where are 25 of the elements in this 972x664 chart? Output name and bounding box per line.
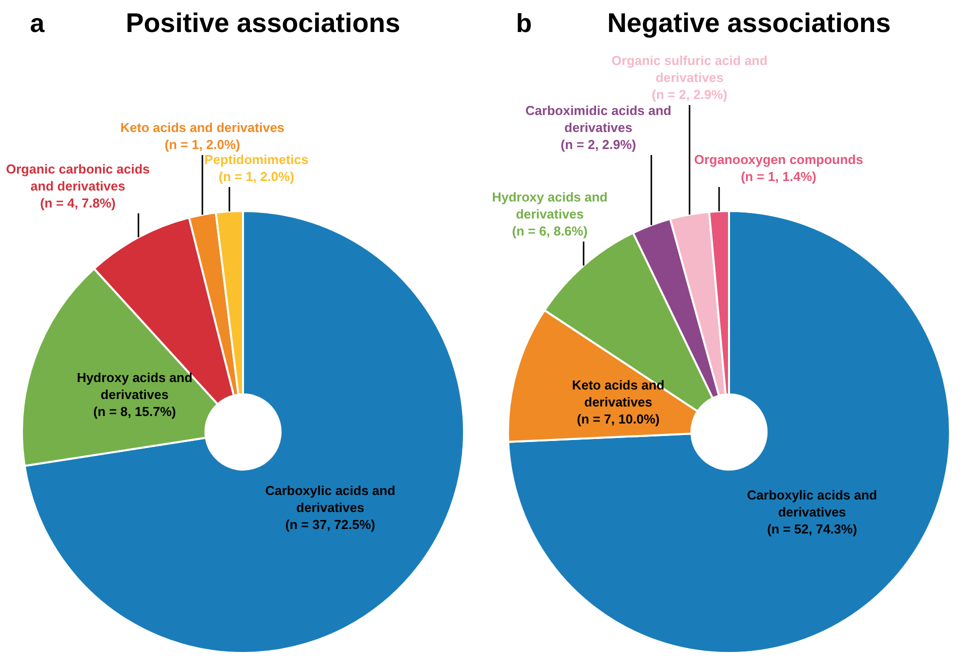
chart-title: Negative associations — [607, 8, 891, 38]
slice-label: Organooxygen compounds — [694, 152, 864, 167]
slice-label: Peptidomimetics — [204, 152, 308, 167]
data-label: (n = 1, 2.0%) — [164, 137, 240, 152]
slice-label: Carboxylic acids and derivatives — [747, 487, 878, 520]
data-label: (n = 37, 72.5%) — [285, 516, 376, 532]
slice-label: Hydroxy acids and derivatives — [76, 370, 192, 402]
data-label: (n = 2, 2.9%) — [560, 137, 636, 152]
text: a — [30, 8, 45, 38]
slice-label: Organic carbonic acids and derivatives — [6, 161, 150, 194]
data-label: (n = 1, 1.4%) — [740, 169, 816, 184]
slice-label: Hydroxy acids and derivatives — [492, 190, 608, 222]
data-label: (n = 52, 74.3%) — [767, 521, 858, 536]
slice-label: Carboxylic acids and derivatives — [265, 482, 396, 515]
text: b — [516, 8, 532, 38]
data-label: (n = 8, 15.7%) — [93, 404, 176, 419]
data-label: (n = 6, 8.6%) — [512, 224, 588, 239]
data-label: (n = 7, 10.0%) — [576, 411, 660, 426]
slice-label: Organic sulfuric acid and derivatives — [612, 53, 768, 85]
chart-title: Positive associations — [126, 8, 400, 38]
data-label: (n = 1, 2.0%) — [218, 169, 294, 184]
data-label: (n = 2, 2.9%) — [652, 87, 728, 102]
slice-label: Keto acids and derivatives — [120, 120, 284, 135]
data-label: (n = 4, 7.8%) — [40, 195, 116, 210]
slice-label: Carboximidic acids and derivatives — [525, 103, 672, 135]
